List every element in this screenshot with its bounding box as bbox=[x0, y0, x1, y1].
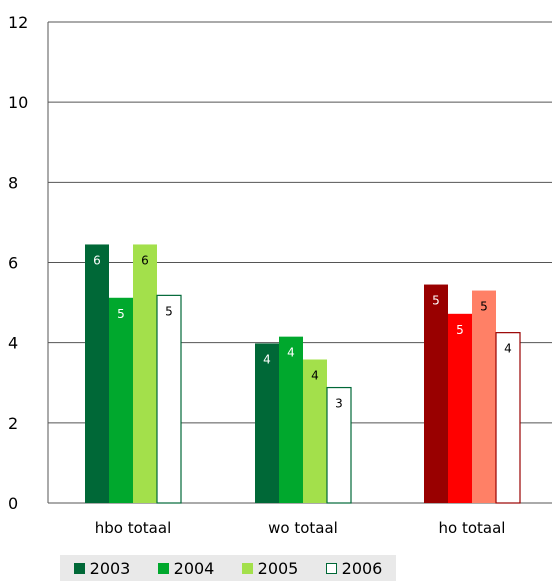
bar bbox=[448, 313, 472, 503]
y-tick-label: 10 bbox=[8, 93, 28, 112]
bar bbox=[85, 244, 109, 503]
legend-swatch bbox=[325, 562, 337, 574]
y-axis-ticks: 0 2 4 6 8 10 12 bbox=[8, 13, 28, 513]
data-label: 5 bbox=[165, 304, 173, 318]
legend-swatch bbox=[73, 562, 85, 574]
legend: 2003 2004 2005 2006 bbox=[60, 555, 396, 581]
y-tick-label: 8 bbox=[8, 173, 18, 192]
data-label: 6 bbox=[141, 253, 149, 267]
y-tick-label: 2 bbox=[8, 414, 18, 433]
legend-item-2006: 2006 bbox=[325, 558, 383, 578]
bar bbox=[495, 332, 521, 504]
data-label: 4 bbox=[263, 352, 271, 366]
y-tick-label: 6 bbox=[8, 254, 18, 273]
bar bbox=[279, 336, 303, 503]
legend-label: 2004 bbox=[173, 558, 215, 578]
legend-item-2003: 2003 bbox=[73, 558, 131, 578]
legend-label: 2003 bbox=[89, 558, 131, 578]
data-label: 5 bbox=[432, 294, 440, 308]
x-category-label: hbo totaal bbox=[95, 519, 171, 537]
legend-item-2005: 2005 bbox=[241, 558, 299, 578]
y-tick-label: 4 bbox=[8, 334, 18, 353]
bar bbox=[109, 297, 133, 503]
data-label: 4 bbox=[287, 346, 295, 360]
data-label: 6 bbox=[93, 253, 101, 267]
bar-chart: 0 2 4 6 8 10 12 6 5 6 5 4 4 4 3 5 5 5 4 hbo totaal wo tota… bbox=[8, 13, 552, 537]
bar bbox=[326, 386, 352, 504]
data-label: 5 bbox=[117, 307, 125, 321]
legend-item-2004: 2004 bbox=[157, 558, 215, 578]
x-axis-categories: hbo totaal wo totaal ho totaal bbox=[95, 519, 506, 537]
bars: 6 5 6 5 4 4 4 3 5 5 5 4 bbox=[85, 244, 521, 504]
legend-swatch bbox=[157, 562, 169, 574]
x-category-label: wo totaal bbox=[268, 519, 338, 537]
data-label: 5 bbox=[480, 300, 488, 314]
bar bbox=[472, 290, 496, 503]
bar bbox=[424, 284, 448, 503]
x-category-label: ho totaal bbox=[439, 519, 506, 537]
data-label: 4 bbox=[504, 342, 512, 356]
data-label: 4 bbox=[311, 369, 319, 383]
bar bbox=[303, 359, 327, 503]
y-tick-label: 0 bbox=[8, 494, 18, 513]
legend-label: 2005 bbox=[257, 558, 299, 578]
bar bbox=[156, 294, 182, 504]
data-label: 3 bbox=[335, 397, 343, 411]
legend-swatch bbox=[241, 562, 253, 574]
y-tick-label: 12 bbox=[8, 13, 28, 32]
data-label: 5 bbox=[456, 323, 464, 337]
bar bbox=[255, 343, 279, 503]
bar bbox=[133, 244, 157, 503]
legend-label: 2006 bbox=[341, 558, 383, 578]
